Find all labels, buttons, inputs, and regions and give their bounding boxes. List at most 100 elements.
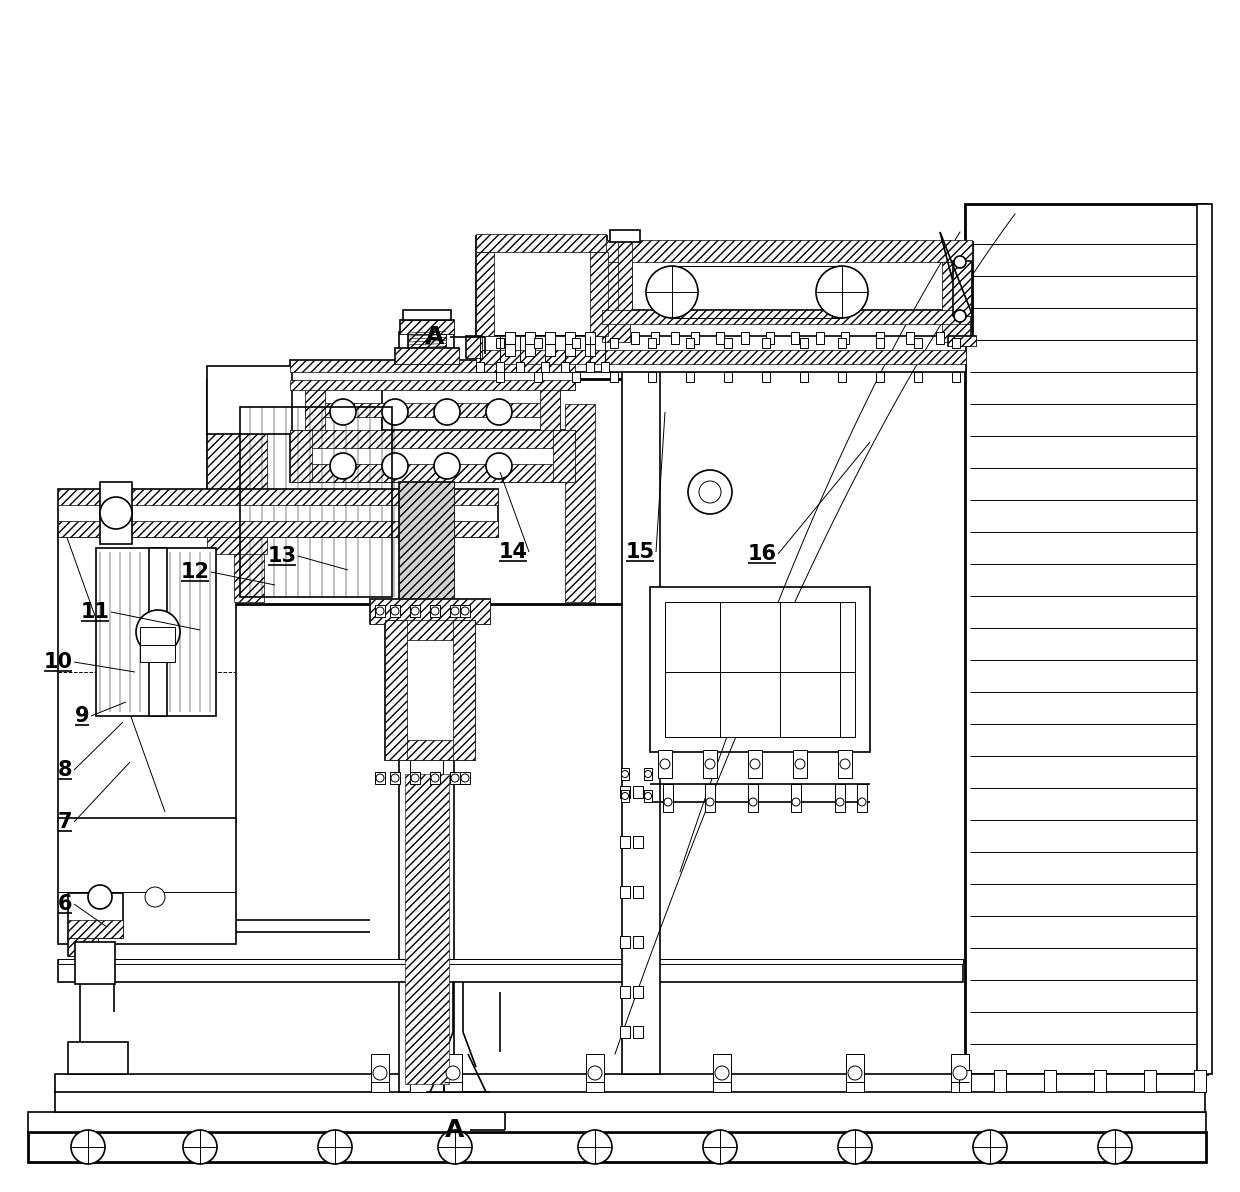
Circle shape	[382, 399, 408, 426]
Circle shape	[621, 770, 629, 777]
Circle shape	[645, 793, 651, 800]
Bar	[875, 333, 884, 344]
Bar	[460, 772, 470, 784]
Bar	[565, 344, 575, 356]
Circle shape	[578, 1130, 613, 1165]
Circle shape	[1097, 1130, 1132, 1165]
Bar	[476, 336, 966, 372]
Bar	[766, 333, 774, 344]
Bar	[835, 784, 844, 812]
Bar	[713, 1054, 732, 1092]
Bar	[58, 818, 236, 944]
Bar	[791, 333, 799, 344]
Circle shape	[838, 1130, 872, 1165]
Bar	[691, 333, 699, 344]
Bar	[565, 404, 595, 602]
Bar	[954, 261, 971, 316]
Bar	[58, 489, 498, 505]
Bar	[234, 404, 264, 602]
Text: 16: 16	[748, 544, 776, 564]
Circle shape	[391, 774, 399, 782]
Bar	[234, 389, 382, 432]
Bar	[914, 372, 923, 381]
Bar	[450, 606, 460, 617]
Bar	[936, 333, 944, 344]
Bar	[430, 772, 440, 784]
Bar	[610, 230, 640, 242]
Bar	[396, 348, 459, 364]
Bar	[949, 336, 976, 346]
Bar	[620, 936, 630, 948]
Bar	[994, 1070, 1006, 1092]
Circle shape	[317, 1130, 352, 1165]
Circle shape	[706, 797, 714, 806]
Bar	[671, 333, 680, 344]
Bar	[610, 339, 618, 348]
Bar	[763, 372, 770, 381]
Bar	[95, 548, 216, 716]
Bar	[632, 1026, 644, 1038]
Bar	[534, 372, 542, 381]
Circle shape	[839, 759, 849, 769]
Bar	[55, 1074, 1205, 1092]
Bar	[800, 372, 808, 381]
Circle shape	[451, 607, 459, 615]
Bar	[55, 1089, 1205, 1112]
Text: A: A	[445, 1118, 465, 1142]
Bar	[846, 1054, 864, 1092]
Circle shape	[646, 266, 698, 318]
Circle shape	[451, 774, 459, 782]
Bar	[649, 372, 656, 381]
Bar	[620, 886, 630, 898]
Bar	[587, 362, 594, 372]
Bar	[658, 750, 672, 778]
Bar	[68, 938, 98, 956]
Bar	[290, 360, 575, 372]
Bar	[290, 430, 312, 482]
Bar	[618, 240, 632, 310]
Bar	[408, 333, 446, 352]
Bar	[207, 366, 291, 434]
Bar	[58, 960, 963, 982]
Circle shape	[954, 310, 966, 322]
Bar	[838, 339, 846, 348]
Circle shape	[100, 497, 131, 529]
Circle shape	[848, 1066, 862, 1080]
Bar	[450, 772, 460, 784]
Circle shape	[434, 399, 460, 426]
Circle shape	[330, 399, 356, 426]
Bar	[546, 333, 556, 344]
Circle shape	[88, 884, 112, 909]
Circle shape	[703, 1130, 737, 1165]
Circle shape	[461, 607, 469, 615]
Circle shape	[410, 774, 419, 782]
Bar	[553, 430, 575, 482]
Bar	[620, 986, 630, 998]
Bar	[241, 406, 392, 597]
Bar	[496, 362, 503, 372]
Bar	[541, 362, 549, 372]
Bar	[622, 313, 660, 1074]
Circle shape	[486, 399, 512, 426]
Bar	[959, 1070, 971, 1092]
Bar	[621, 768, 629, 780]
Bar	[951, 1054, 968, 1092]
Bar	[58, 521, 498, 538]
Circle shape	[434, 453, 460, 479]
Bar	[305, 389, 325, 432]
Bar	[601, 362, 609, 372]
Bar	[207, 379, 627, 604]
Bar	[384, 620, 475, 760]
Bar	[399, 482, 454, 602]
Bar	[534, 339, 542, 348]
Circle shape	[446, 1066, 460, 1080]
Bar	[58, 489, 498, 538]
Bar	[391, 772, 401, 784]
Bar	[476, 362, 484, 372]
Bar	[68, 920, 123, 938]
Bar	[706, 784, 715, 812]
Bar	[305, 403, 560, 417]
Circle shape	[954, 256, 966, 268]
Bar	[857, 784, 867, 812]
Bar	[496, 339, 503, 348]
